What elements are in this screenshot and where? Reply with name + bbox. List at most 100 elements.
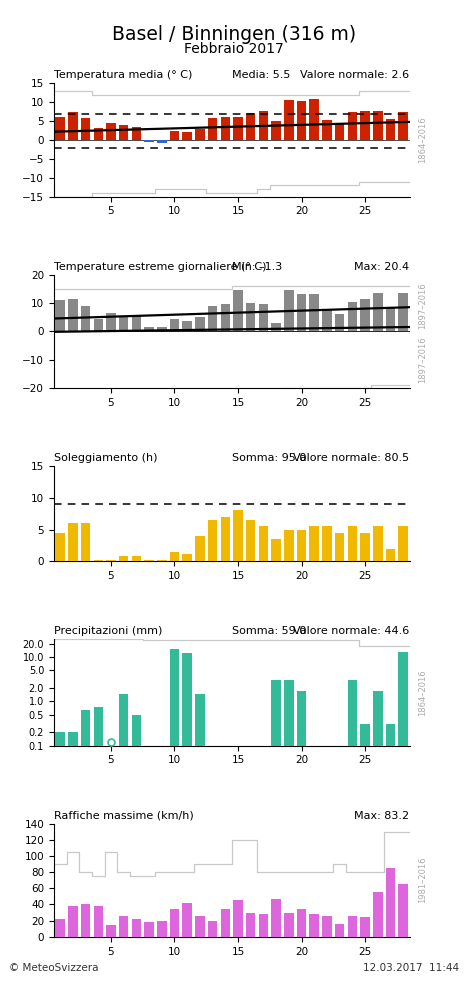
Bar: [259, 111, 268, 140]
Text: © MeteoSvizzera: © MeteoSvizzera: [9, 963, 99, 973]
Bar: [373, 293, 382, 332]
Bar: [271, 540, 281, 561]
Bar: [195, 694, 205, 981]
Bar: [132, 316, 141, 332]
Bar: [132, 128, 141, 140]
Bar: [360, 111, 370, 140]
Bar: [94, 128, 103, 140]
Bar: [157, 327, 167, 332]
Bar: [170, 552, 179, 561]
Bar: [132, 919, 141, 937]
Bar: [271, 121, 281, 140]
Bar: [398, 293, 408, 332]
Bar: [106, 123, 116, 140]
Bar: [309, 914, 319, 937]
Bar: [119, 126, 128, 140]
Bar: [208, 306, 217, 332]
Bar: [208, 118, 217, 140]
Bar: [220, 908, 230, 937]
Bar: [259, 914, 268, 937]
Bar: [220, 117, 230, 140]
Bar: [373, 111, 382, 140]
Bar: [94, 319, 103, 332]
Text: Valore normale: 2.6: Valore normale: 2.6: [300, 71, 410, 80]
Bar: [220, 517, 230, 561]
Bar: [386, 120, 395, 140]
Bar: [55, 732, 65, 981]
Bar: [68, 112, 78, 140]
Bar: [259, 527, 268, 561]
Bar: [157, 560, 167, 561]
Bar: [183, 554, 192, 561]
Bar: [271, 323, 281, 332]
Text: 12.03.2017  11:44: 12.03.2017 11:44: [363, 963, 459, 973]
Bar: [208, 520, 217, 561]
Bar: [55, 919, 65, 937]
Bar: [386, 307, 395, 332]
Text: Min: –1.3: Min: –1.3: [232, 262, 282, 272]
Text: 1864–2016: 1864–2016: [418, 117, 427, 163]
Bar: [335, 124, 344, 140]
Text: Valore normale: 44.6: Valore normale: 44.6: [293, 627, 410, 637]
Text: Temperatura media (° C): Temperatura media (° C): [54, 71, 192, 80]
Bar: [309, 99, 319, 140]
Bar: [157, 140, 167, 143]
Bar: [68, 298, 78, 332]
Text: Febbraio 2017: Febbraio 2017: [184, 42, 284, 56]
Bar: [246, 303, 256, 332]
Bar: [297, 101, 306, 140]
Bar: [335, 533, 344, 561]
Bar: [81, 118, 90, 140]
Bar: [246, 912, 256, 937]
Bar: [348, 301, 357, 332]
Bar: [335, 924, 344, 937]
Bar: [94, 906, 103, 937]
Text: Precipitazioni (mm): Precipitazioni (mm): [54, 627, 162, 637]
Text: 1981–2016: 1981–2016: [418, 857, 427, 904]
Text: 1897–2016: 1897–2016: [418, 282, 427, 329]
Bar: [144, 327, 154, 332]
Text: Max: 20.4: Max: 20.4: [354, 262, 410, 272]
Text: Somma: 95.0: Somma: 95.0: [232, 453, 306, 463]
Bar: [348, 916, 357, 937]
Bar: [246, 520, 256, 561]
Bar: [144, 559, 154, 561]
Bar: [309, 294, 319, 332]
Bar: [233, 290, 243, 332]
Bar: [335, 314, 344, 332]
Bar: [297, 908, 306, 937]
Bar: [233, 118, 243, 140]
Bar: [195, 536, 205, 561]
Bar: [157, 921, 167, 937]
Bar: [68, 906, 78, 937]
Bar: [132, 556, 141, 561]
Bar: [322, 527, 332, 561]
Bar: [284, 530, 293, 561]
Bar: [81, 709, 90, 981]
Text: Media: 5.5: Media: 5.5: [232, 71, 290, 80]
Bar: [322, 121, 332, 140]
Bar: [119, 694, 128, 981]
Text: Temperature estreme giornaliere (° C): Temperature estreme giornaliere (° C): [54, 262, 266, 272]
Bar: [183, 322, 192, 332]
Bar: [195, 317, 205, 332]
Bar: [373, 692, 382, 981]
Text: Max: 83.2: Max: 83.2: [354, 810, 410, 821]
Bar: [94, 559, 103, 561]
Bar: [55, 533, 65, 561]
Bar: [119, 316, 128, 332]
Bar: [119, 556, 128, 561]
Bar: [132, 714, 141, 981]
Bar: [297, 294, 306, 332]
Bar: [233, 510, 243, 561]
Bar: [360, 916, 370, 937]
Bar: [398, 652, 408, 981]
Bar: [144, 140, 154, 142]
Bar: [386, 868, 395, 937]
Text: Raffiche massime (km/h): Raffiche massime (km/h): [54, 810, 194, 821]
Bar: [144, 922, 154, 937]
Bar: [106, 560, 116, 561]
Bar: [284, 100, 293, 140]
Text: Soleggiamento (h): Soleggiamento (h): [54, 453, 157, 463]
Bar: [55, 300, 65, 332]
